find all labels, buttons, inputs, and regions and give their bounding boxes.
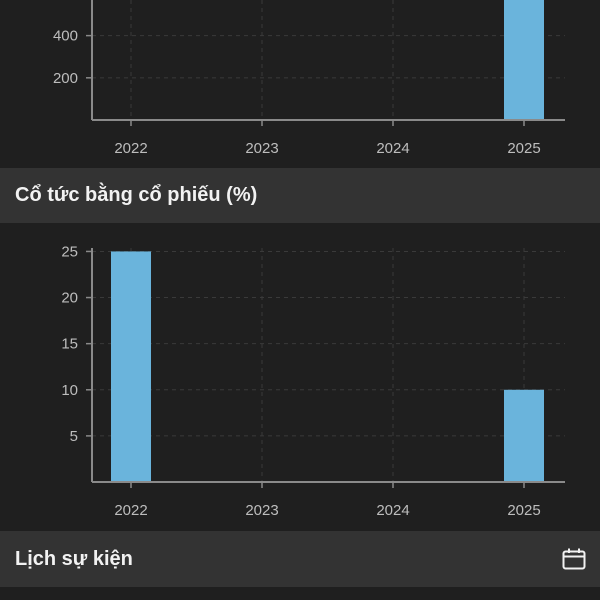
calendar-icon[interactable]	[562, 548, 586, 570]
cash-dividend-ytick-label: 200	[53, 70, 78, 87]
stock-dividend-chart: 5 10 15 20 25 2022 2023 2024 2025	[0, 223, 600, 531]
cash-dividend-ytick-label: 400	[53, 28, 78, 45]
events-content-edge	[0, 587, 600, 600]
cash-dividend-xtick-label: 2025	[507, 140, 540, 157]
stock-dividend-xtick-label: 2022	[114, 502, 147, 519]
cash-dividend-xtick-label: 2024	[376, 140, 409, 157]
cash-dividend-xtick-label: 2023	[245, 140, 278, 157]
section-title-stock-dividend: Cổ tức bằng cổ phiếu (%)	[15, 184, 258, 206]
stock-dividend-bar-2022[interactable]	[111, 251, 151, 482]
cash-dividend-bar-2025[interactable]	[504, 0, 544, 120]
cash-dividend-chart: 200 400 2022 2023 2024 2025	[0, 0, 600, 168]
stock-dividend-ytick-label: 5	[70, 428, 78, 445]
events-section-header: Lịch sự kiện	[0, 531, 600, 587]
stock-dividend-ytick-label: 25	[61, 243, 78, 260]
cash-dividend-xtick-label: 2022	[114, 140, 147, 157]
stock-dividend-ytick-label: 10	[61, 382, 78, 399]
stock-dividend-xtick-label: 2023	[245, 502, 278, 519]
stock-dividend-ytick-label: 15	[61, 336, 78, 353]
stock-dividend-xtick-label: 2024	[376, 502, 409, 519]
section-title-events: Lịch sự kiện	[15, 547, 133, 570]
stock-dividend-ytick-label: 20	[61, 290, 78, 307]
stock-dividend-xtick-label: 2025	[507, 502, 540, 519]
cash-dividend-chart-svg: 200 400 2022 2023 2024 2025	[53, 0, 565, 157]
stock-dividend-bar-2025[interactable]	[504, 389, 544, 482]
stock-dividend-section-header: Cổ tức bằng cổ phiếu (%)	[0, 168, 600, 223]
